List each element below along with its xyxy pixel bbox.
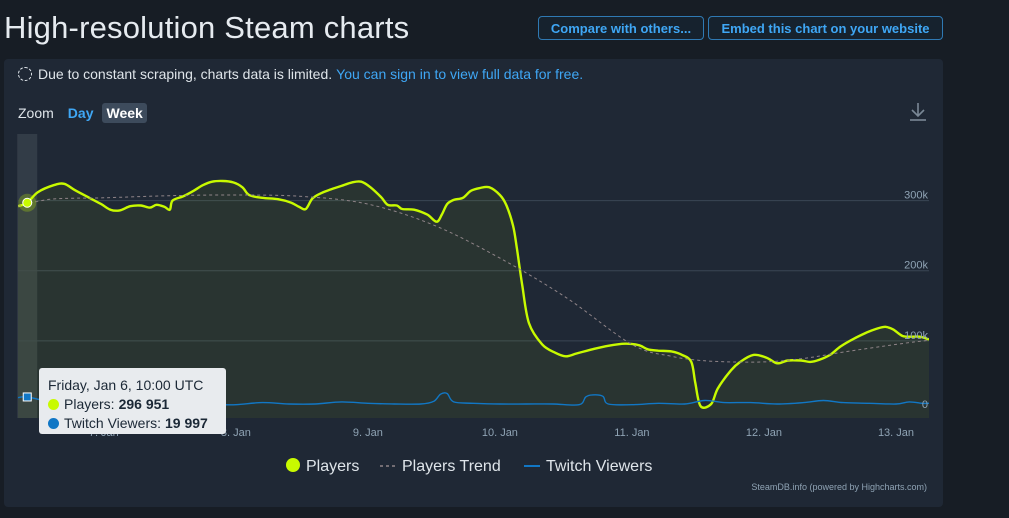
x-tick-label: 13. Jan: [878, 427, 914, 439]
tooltip-title: Friday, Jan 6, 10:00 UTC: [48, 377, 204, 393]
x-tick-label: 10. Jan: [482, 427, 518, 439]
tooltip-twitch-value: 19 997: [165, 415, 208, 431]
embed-chart-button[interactable]: Embed this chart on your website: [708, 16, 943, 40]
x-tick-label: 11. Jan: [614, 427, 649, 439]
download-icon[interactable]: [908, 101, 928, 123]
y-tick-label: 100k: [904, 330, 928, 342]
legend-twitch-label: Twitch Viewers: [546, 458, 652, 475]
zoom-selector: Zoom Day Week: [18, 103, 152, 123]
tooltip-row-players: Players: 296 951: [48, 395, 218, 414]
players-hover-point: [22, 197, 33, 208]
dashed-circle-icon: [18, 67, 32, 81]
tooltip-twitch-label: Twitch Viewers:: [64, 415, 161, 431]
notice-text: Due to constant scraping, charts data is…: [38, 66, 333, 82]
legend-trend-label: Players Trend: [402, 458, 501, 475]
tooltip-players-dot: [48, 399, 59, 410]
y-tick-label: 0: [922, 399, 928, 411]
zoom-day-button[interactable]: Day: [67, 105, 94, 121]
tooltip-players-value: 296 951: [118, 396, 170, 412]
tooltip-players-label: Players:: [64, 396, 115, 412]
sign-in-link[interactable]: You can sign in to view full data for fr…: [336, 66, 584, 82]
x-tick-label: 9. Jan: [353, 427, 383, 439]
zoom-week-button[interactable]: Week: [102, 103, 147, 123]
x-tick-label: 8. Jan: [221, 427, 251, 439]
players-area: [18, 180, 929, 418]
legend: Players Players Trend Twitch Viewers: [286, 458, 652, 475]
compare-button[interactable]: Compare with others...: [538, 16, 704, 40]
twitch-hover-point: [22, 392, 32, 402]
chart-tooltip: Friday, Jan 6, 10:00 UTC Players: 296 95…: [39, 368, 226, 434]
legend-players-marker: [286, 458, 300, 472]
players-trend-line: [18, 194, 929, 363]
page-title: High-resolution Steam charts: [4, 10, 410, 45]
x-tick-label: 12. Jan: [746, 427, 782, 439]
data-limited-notice: Due to constant scraping, charts data is…: [18, 66, 583, 82]
y-tick-label: 300k: [904, 190, 928, 202]
tooltip-row-twitch: Twitch Viewers: 19 997: [48, 414, 218, 433]
legend-item-players-trend[interactable]: Players Trend: [380, 458, 501, 475]
legend-item-players[interactable]: Players: [286, 458, 359, 475]
legend-item-twitch-viewers[interactable]: Twitch Viewers: [524, 458, 652, 475]
tooltip-twitch-dot: [48, 418, 59, 429]
legend-players-label: Players: [306, 458, 359, 475]
chart-credits[interactable]: SteamDB.info (powered by Highcharts.com): [751, 482, 927, 492]
players-line: [18, 179, 929, 409]
y-tick-label: 200k: [904, 260, 928, 272]
zoom-label: Zoom: [18, 105, 54, 121]
